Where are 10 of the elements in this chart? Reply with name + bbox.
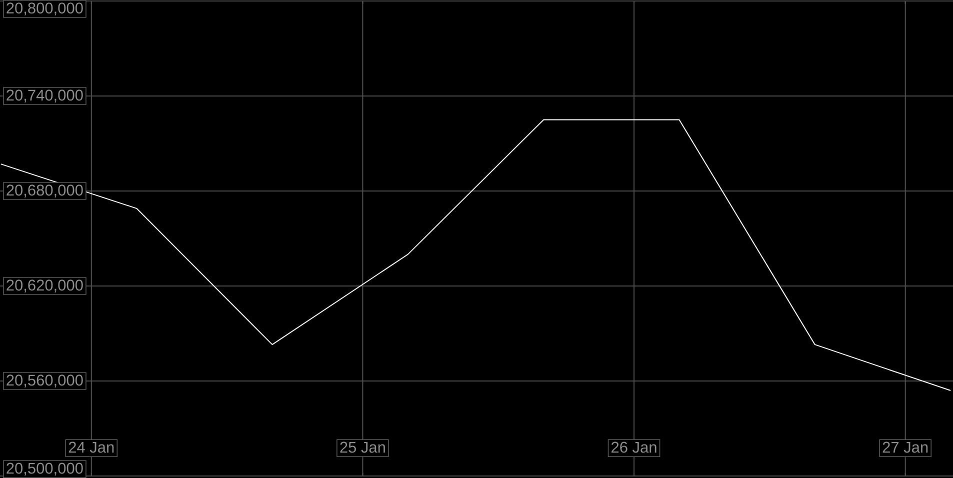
y-tick-label: 20,800,000 (6, 2, 83, 16)
y-tick-label: 20,680,000 (6, 184, 83, 198)
y-tick-label: 20,620,000 (6, 280, 83, 292)
y-tick-label: 20,740,000 (6, 90, 83, 102)
x-tick-label: 27 Jan (882, 442, 928, 453)
x-tick-label: 25 Jan (340, 442, 385, 453)
y-tick-label: 20,500,000 (6, 462, 83, 476)
x-tick-label: 24 Jan (68, 442, 114, 453)
x-tick-label: 26 Jan (612, 442, 656, 453)
y-tick-label: 20,560,000 (6, 374, 83, 388)
